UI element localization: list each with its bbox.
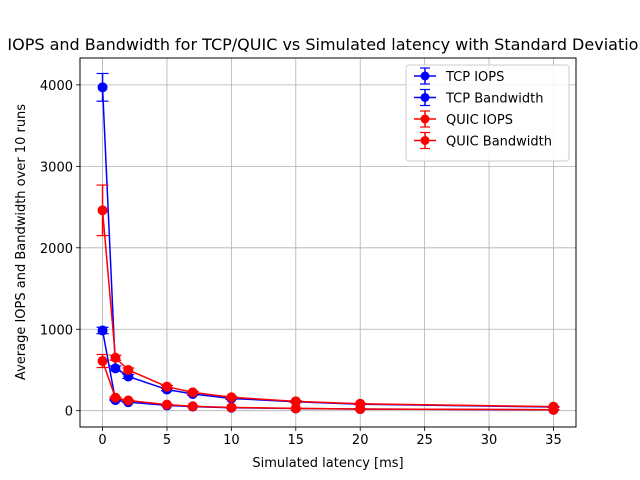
axis-ticks: 0 5 10 15 20 25 30 35 0 1000 2000 3000 4000 <box>40 79 562 448</box>
legend-swatch-marker <box>420 71 430 81</box>
plot-series <box>96 72 560 415</box>
x-axis-label: Simulated latency [ms] <box>252 456 403 471</box>
data-point <box>161 399 172 410</box>
y-tick-label: 2000 <box>40 242 73 257</box>
legend-label: QUIC Bandwidth <box>446 135 552 150</box>
data-point <box>187 387 198 398</box>
data-point <box>226 392 237 403</box>
data-point <box>97 325 108 336</box>
data-point <box>97 356 108 367</box>
data-point <box>97 205 108 216</box>
plot-frame <box>79 57 577 428</box>
data-point <box>123 395 134 406</box>
y-tick-label: 3000 <box>40 160 73 175</box>
data-point <box>187 401 198 412</box>
data-point <box>226 402 237 413</box>
x-tick-label: 10 <box>223 433 240 448</box>
chart-title: IOPS and Bandwidth for TCP/QUIC vs Simul… <box>7 35 640 54</box>
data-point <box>355 403 366 414</box>
x-tick-label: 35 <box>545 433 562 448</box>
legend-label: TCP IOPS <box>445 70 504 85</box>
legend-box <box>405 64 570 162</box>
data-point <box>161 381 172 392</box>
data-point <box>110 352 121 363</box>
series-quic-bandwidth <box>96 353 560 415</box>
x-tick-label: 15 <box>288 433 305 448</box>
legend-label: QUIC IOPS <box>446 113 513 128</box>
y-axis-label: Average IOPS and Bandwidth over 10 runs <box>14 104 29 380</box>
data-point <box>110 363 121 374</box>
y-tick-label: 1000 <box>40 323 73 338</box>
data-point <box>110 392 121 403</box>
legend-label: TCP Bandwidth <box>445 92 543 107</box>
legend-swatch-marker <box>420 114 430 124</box>
x-tick-label: 20 <box>352 433 369 448</box>
x-tick-label: 25 <box>416 433 433 448</box>
data-point <box>548 404 559 415</box>
data-point <box>123 364 134 375</box>
legend-swatch-marker <box>420 93 430 102</box>
legend-swatch-marker <box>420 136 430 145</box>
x-tick-label: 5 <box>163 433 171 448</box>
y-tick-label: 4000 <box>40 79 73 94</box>
legend: TCP IOPS TCP Bandwidth QUIC IOPS QUIC Bandw… <box>405 64 570 162</box>
data-point <box>97 82 108 93</box>
x-tick-label: 0 <box>98 433 106 448</box>
x-tick-label: 30 <box>481 433 498 448</box>
data-point <box>290 403 301 414</box>
y-tick-label: 0 <box>65 405 73 420</box>
